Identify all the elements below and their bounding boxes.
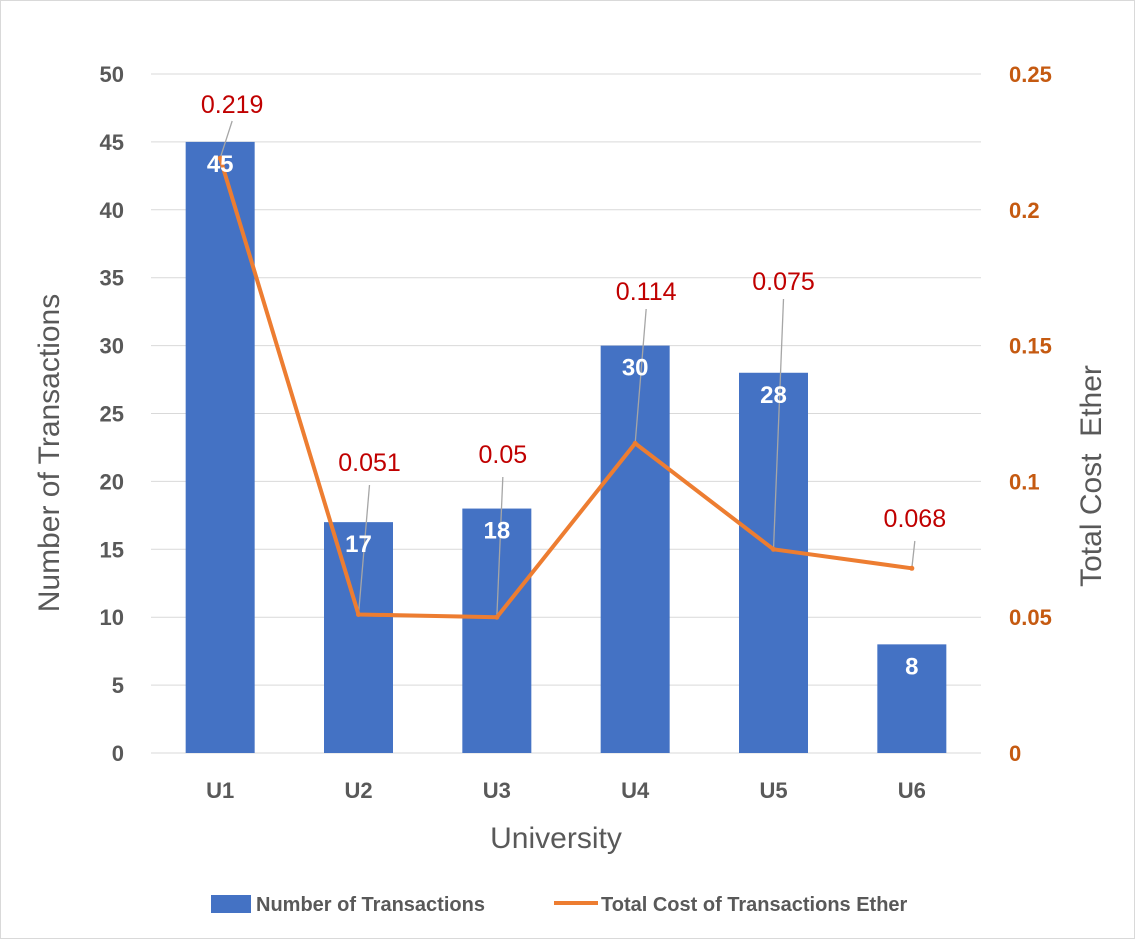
y-right-tick-label: 0.15 — [1009, 334, 1052, 359]
y-left-tick-label: 5 — [112, 673, 124, 698]
x-tick-label: U1 — [206, 778, 234, 803]
y-left-tick-label: 35 — [100, 266, 124, 291]
line-point — [909, 565, 915, 571]
gridlines — [151, 73, 981, 754]
line-value-label: 0.068 — [884, 505, 947, 533]
y-left-tick-label: 50 — [100, 62, 124, 87]
x-tick-label: U5 — [759, 778, 787, 803]
bar-value-label: 18 — [483, 518, 510, 545]
y-right-tick-label: 0 — [1009, 741, 1021, 766]
y-axis-right-title: Total Cost Ether — [1075, 365, 1108, 587]
bar-series — [185, 141, 947, 753]
leader-line — [772, 298, 785, 550]
x-tick-label: U6 — [898, 778, 926, 803]
line-series — [217, 155, 915, 620]
x-tick-label: U3 — [483, 778, 511, 803]
y-left-tick-label: 30 — [100, 334, 124, 359]
bar-value-label: 28 — [760, 382, 787, 409]
line-value-label: 0.219 — [201, 91, 264, 119]
x-axis-title: University — [490, 822, 622, 855]
y-right-tick-label: 0.2 — [1009, 198, 1040, 223]
leader-line — [357, 484, 371, 615]
y-left-tick-label: 45 — [100, 130, 124, 155]
line-value-label: 0.05 — [478, 441, 527, 469]
y-right-tick-label: 0.05 — [1009, 605, 1052, 630]
line-value-label: 0.075 — [752, 268, 815, 296]
leader-line — [219, 120, 233, 159]
y-axis-left-title: Number of Transactions — [33, 294, 66, 612]
legend: Number of Transactions Total Cost of Tra… — [211, 894, 908, 916]
y-left-tick-label: 40 — [100, 198, 124, 223]
x-tick-label: U2 — [344, 778, 372, 803]
leader-line — [634, 308, 647, 444]
line-point — [771, 546, 776, 552]
x-tick-label: U4 — [621, 778, 650, 803]
line-point — [494, 614, 500, 620]
y-right-tick-label: 0.25 — [1009, 62, 1052, 87]
line-value-label: 0.051 — [338, 449, 401, 477]
cost-line — [218, 157, 913, 620]
y-left-tick-label: 10 — [100, 605, 124, 630]
legend-line-label: Total Cost of Transactions Ether — [601, 894, 908, 916]
line-point — [356, 611, 361, 617]
y-left-tick-label: 25 — [100, 402, 124, 427]
bar — [600, 345, 670, 753]
y-right-tick-label: 0.1 — [1009, 469, 1040, 494]
data-labels: 45 17 18 30 28 8 0.219 0.051 0.05 0.114 0.075 0.068 — [201, 91, 946, 680]
legend-bar-label: Number of Transactions — [256, 894, 485, 916]
line-point — [632, 440, 638, 446]
line-value-label: 0.114 — [616, 278, 677, 306]
bar — [462, 508, 532, 753]
leader-line — [496, 476, 504, 618]
legend-bar-swatch — [211, 895, 251, 913]
line-point — [217, 155, 223, 161]
bar-value-label: 45 — [207, 151, 234, 178]
bar — [739, 372, 808, 753]
bar — [324, 522, 393, 753]
axis-ticks: 0 5 10 15 20 25 30 35 40 45 50 0 0.05 0.1 0.15 0.2 0.25 U… — [100, 62, 1052, 803]
y-left-tick-label: 15 — [100, 537, 124, 562]
bar-value-label: 30 — [622, 355, 649, 382]
bar-value-label: 17 — [345, 531, 372, 558]
leader-line — [911, 540, 916, 569]
leader-lines — [219, 120, 916, 618]
y-left-tick-label: 0 — [112, 741, 124, 766]
bar — [877, 644, 947, 753]
y-left-tick-label: 20 — [100, 469, 124, 494]
bar — [185, 141, 255, 753]
bar-value-label: 8 — [905, 653, 918, 680]
